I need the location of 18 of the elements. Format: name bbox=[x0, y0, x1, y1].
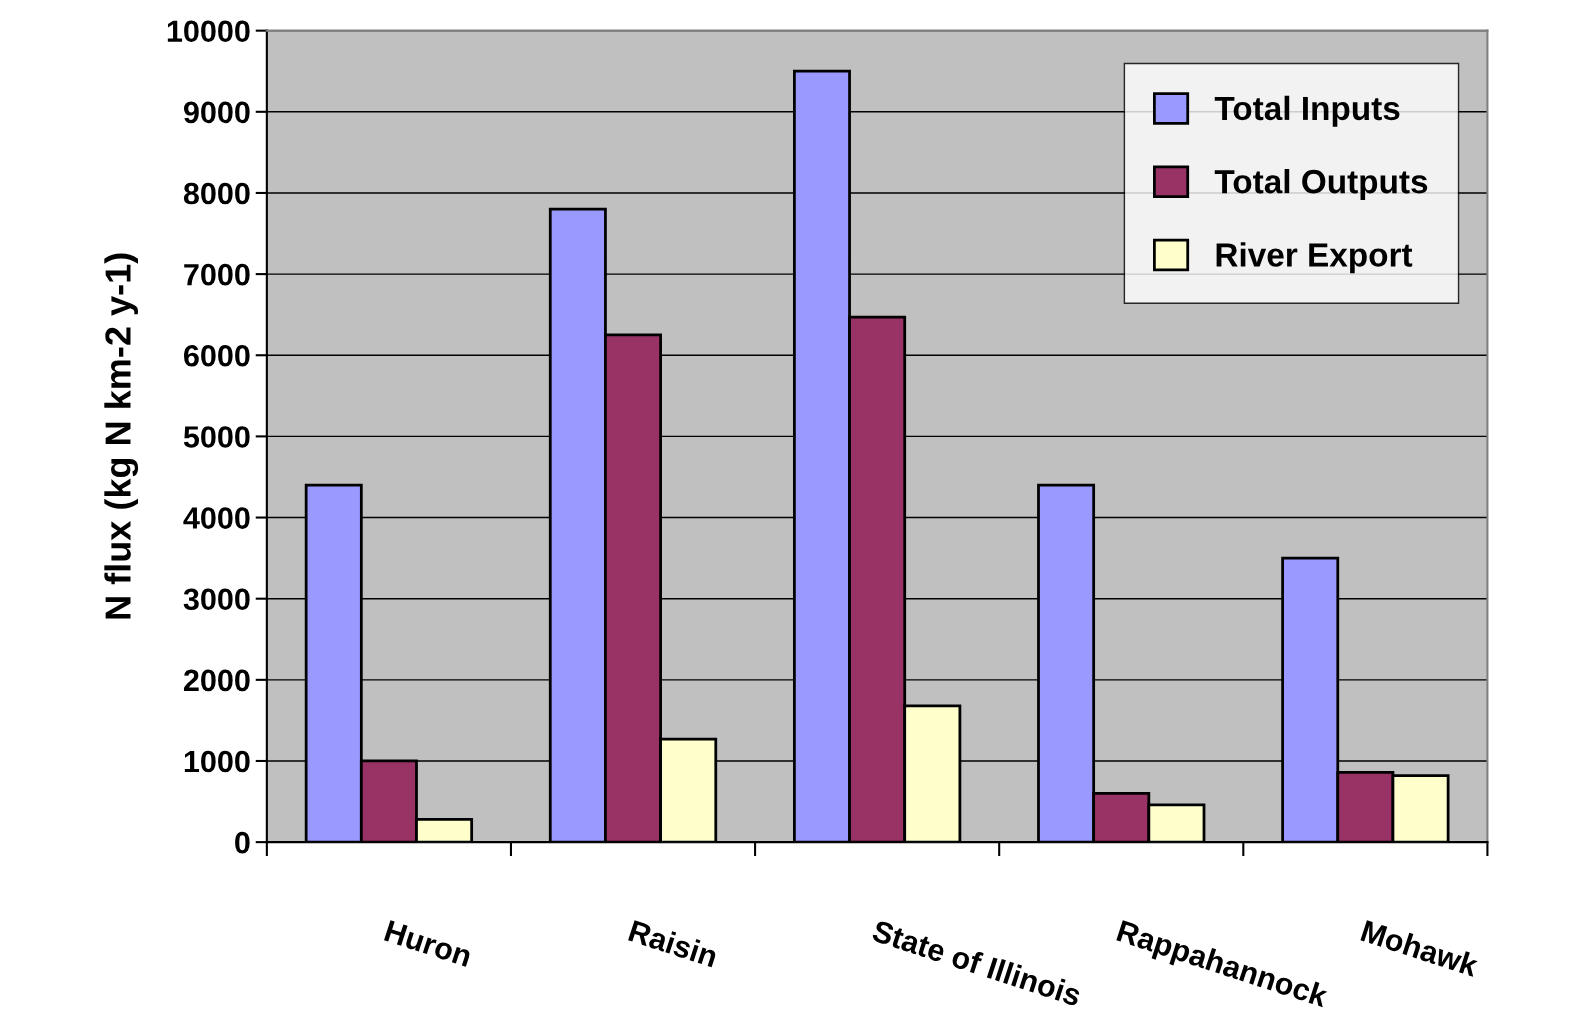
legend-label: River Export bbox=[1216, 242, 1413, 274]
legend-label: Total Inputs bbox=[1214, 95, 1400, 127]
x-tick-label: Huron bbox=[383, 920, 473, 968]
x-tick-label: State of Illinois bbox=[871, 918, 1083, 1007]
y-tick-label: 9000 bbox=[183, 101, 250, 124]
y-tick-label: 5000 bbox=[183, 426, 250, 448]
y-tick-label: 3000 bbox=[183, 588, 250, 611]
legend-label: Total Outputs bbox=[1214, 168, 1428, 201]
y-tick-label: 10000 bbox=[167, 20, 250, 43]
y-tick-label: 2000 bbox=[183, 669, 250, 692]
y-tick-label: 0 bbox=[235, 831, 250, 854]
y-tick-label: 7000 bbox=[184, 263, 250, 286]
x-tick-label: Raisin bbox=[628, 919, 719, 968]
y-tick-label: 6000 bbox=[184, 344, 250, 367]
y-tick-label: 8000 bbox=[183, 182, 250, 205]
y-axis-title: N flux (kg N km-2 y-1) bbox=[104, 253, 139, 619]
y-tick-label: 4000 bbox=[183, 507, 250, 529]
y-tick-label: 1000 bbox=[184, 750, 250, 773]
